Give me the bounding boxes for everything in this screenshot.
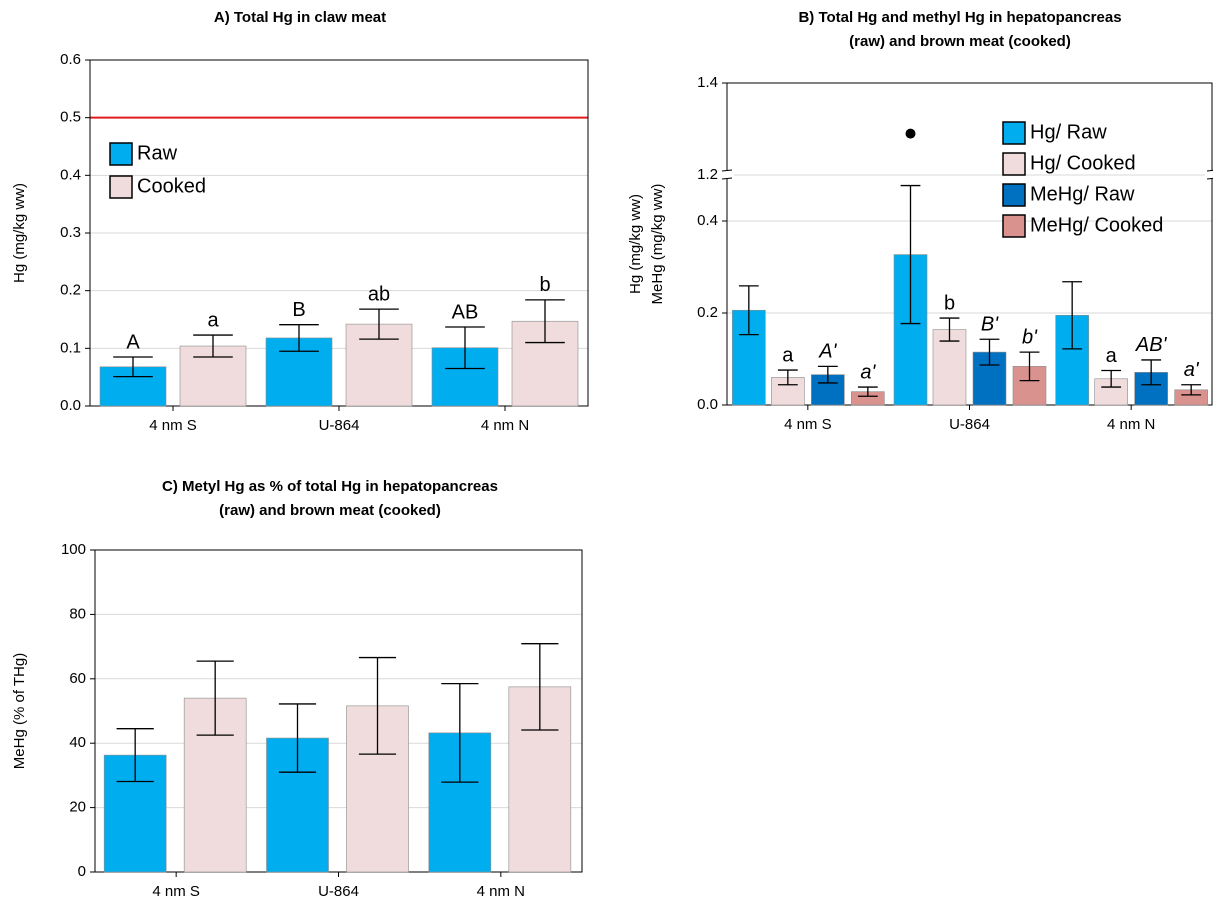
error-bar [193,334,233,358]
y-tick-label: 0.2 [697,304,718,321]
y-tick-label: 0.4 [697,212,718,229]
significance-label: A' [818,341,837,363]
significance-label: a' [1184,359,1200,381]
y-tick-label: 1.2 [697,166,718,183]
y-axis-label: MeHg (mg/kg ww) [649,184,666,305]
significance-label: a [782,344,794,366]
error-bar [777,369,798,386]
legend-label: Hg/ Cooked [1030,152,1136,174]
significance-label: b [539,274,550,296]
significance-label: B [292,299,305,321]
chart-title: A) Total Hg in claw meat [214,9,386,26]
error-bar [1019,351,1040,382]
chart-title: B) Total Hg and methyl Hg in hepatopancr… [798,9,1121,26]
axis-break-gap [1205,171,1213,179]
y-tick-label: 40 [69,734,86,751]
legend-label: MeHg/ Raw [1030,183,1135,205]
error-bar [900,184,921,325]
y-tick-label: 80 [69,605,86,622]
error-bar [525,299,565,344]
axis-break-mark [721,169,733,172]
y-tick-label: 0.0 [60,397,81,414]
legend-swatch [1002,183,1026,207]
y-tick-label: 0.4 [60,166,81,183]
significance-label: b [944,292,955,314]
x-tick-label: U-864 [949,416,990,433]
y-tick-label: 0.2 [60,282,81,299]
legend-swatch [1002,214,1026,238]
y-tick-label: 0.6 [60,51,81,68]
error-bar [979,338,1000,366]
error-bar [1101,369,1122,388]
y-tick-label: 100 [61,541,86,558]
significance-label: a' [860,361,876,383]
y-tick-label: 0.3 [60,224,81,241]
legend-swatch [109,142,133,166]
error-bar [278,703,317,773]
error-bar [738,285,759,336]
y-axis-label: Hg (mg/kg ww) [11,183,28,283]
legend-swatch [1002,152,1026,176]
x-tick-label: U-864 [318,883,359,900]
y-tick-label: 0.1 [60,339,81,356]
x-tick-label: 4 nm S [149,417,197,434]
significance-label: a [1106,345,1118,367]
significance-label: B' [981,314,999,336]
x-tick-label: 4 nm N [1107,416,1155,433]
x-tick-label: U-864 [319,417,360,434]
chart-title: (raw) and brown meat (cooked) [219,502,441,519]
x-tick-label: 4 nm S [152,883,200,900]
y-tick-label: 0 [78,863,86,880]
legend-label: Hg/ Raw [1030,121,1107,143]
chart-title: C) Metyl Hg as % of total Hg in hepatopa… [162,478,498,495]
error-bar [1141,359,1162,386]
chart-title: (raw) and brown meat (cooked) [849,33,1071,50]
y-axis-label: Hg (mg/kg ww) [627,194,644,294]
x-tick-label: 4 nm N [477,883,525,900]
significance-label: ab [368,283,390,305]
error-bar [445,326,485,370]
error-bar [1062,281,1083,350]
legend-label: Cooked [137,175,206,197]
legend-label: MeHg/ Cooked [1030,214,1163,236]
significance-label: a [207,309,219,331]
outlier [905,128,916,139]
significance-label: A [126,331,140,353]
error-bar [116,728,154,783]
legend-label: Raw [137,142,178,164]
legend-swatch [109,175,133,199]
significance-label: AB' [1135,334,1168,356]
error-bar [113,356,153,378]
plot-frame [726,82,1213,406]
y-tick-label: 60 [69,670,86,687]
legend-swatch [1002,121,1026,145]
significance-label: b' [1022,326,1038,348]
y-tick-label: 20 [69,799,86,816]
y-tick-label: 0.0 [697,396,718,413]
bar [932,329,967,406]
error-bar [857,386,878,397]
axis-break-mark [721,177,733,180]
x-tick-label: 4 nm N [481,417,529,434]
significance-label: AB [452,301,479,323]
axis-break-gap [720,171,734,179]
y-tick-label: 1.4 [697,74,718,91]
error-bar [196,660,234,736]
error-bar [358,656,397,755]
error-bar [359,308,399,340]
y-tick-label: 0.5 [60,109,81,126]
error-bar [817,365,838,384]
error-bar [441,682,479,783]
x-tick-label: 4 nm S [784,416,832,433]
axis-break-mark [1206,177,1213,180]
y-axis-label: MeHg (% of THg) [11,653,28,769]
error-bar [1181,384,1202,396]
error-bar [939,317,960,342]
error-bar [279,324,319,352]
error-bar [521,643,559,731]
axis-break-mark [1206,169,1213,172]
